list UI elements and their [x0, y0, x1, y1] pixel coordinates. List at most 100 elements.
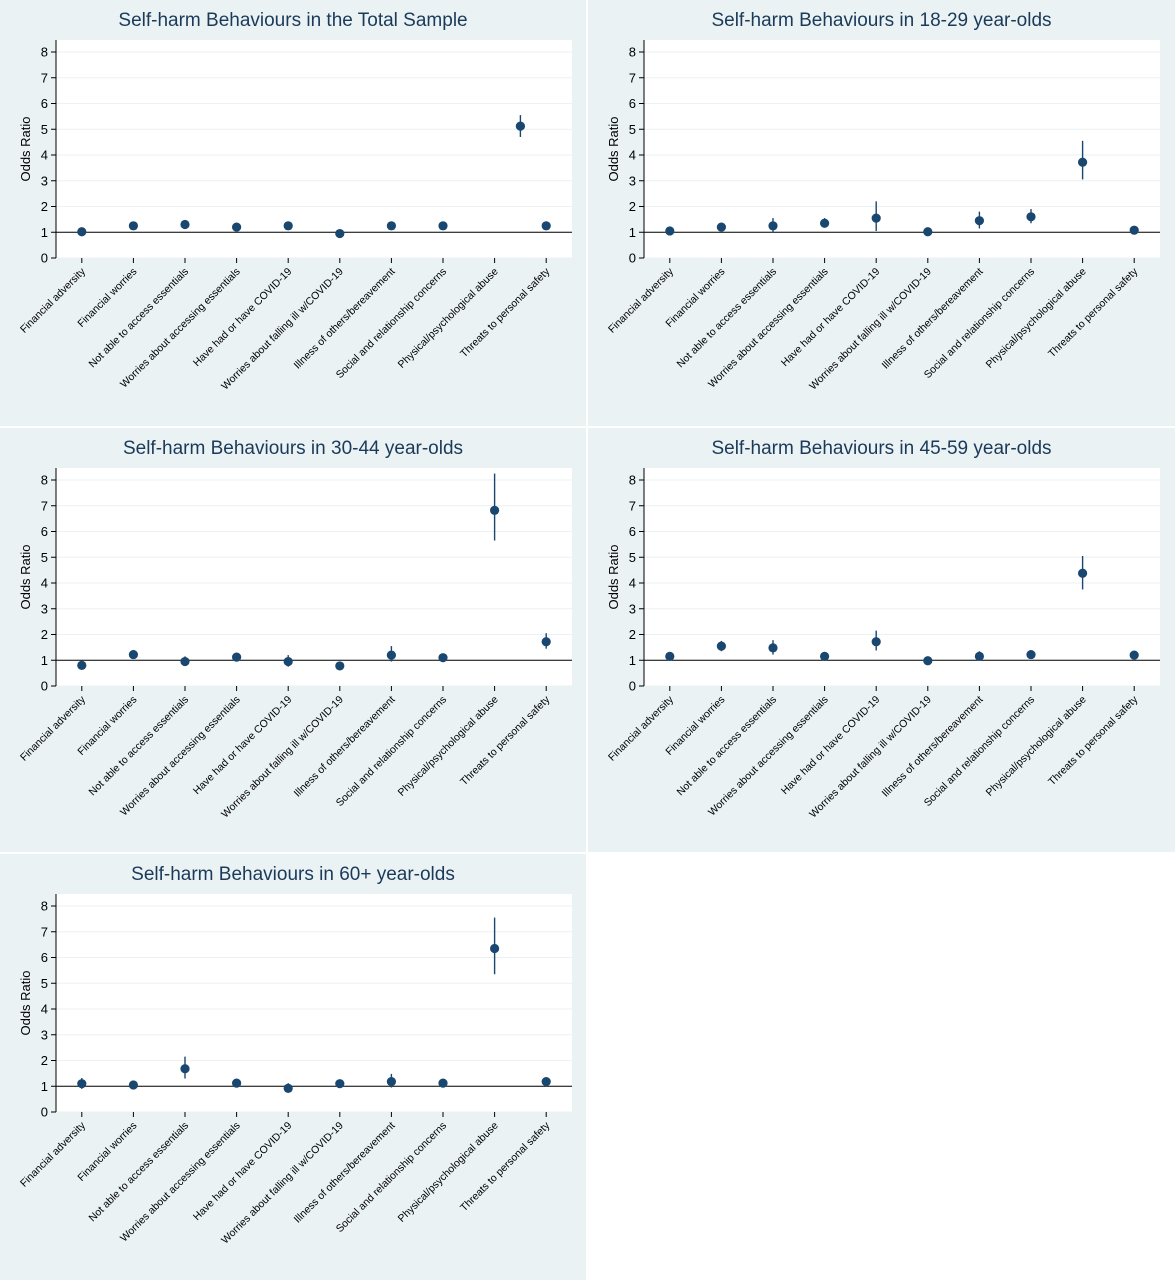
y-tick-label: 1 — [629, 225, 636, 240]
data-point — [386, 650, 396, 660]
y-tick-label: 4 — [629, 576, 636, 591]
y-tick-label: 8 — [629, 45, 636, 60]
x-tick-label: Not able to access essentials — [86, 266, 191, 371]
chart-panel-45-59: Self-harm Behaviours in 45-59 year-olds 0… — [588, 428, 1175, 852]
x-tick-label: Physical/psychological abuse — [396, 1120, 501, 1225]
y-tick-label: 6 — [41, 96, 48, 111]
chart-30-44: Self-harm Behaviours in 30-44 year-olds 0… — [18, 438, 572, 820]
y-axis-label: Odds Ratio — [18, 970, 33, 1035]
y-tick-label: 3 — [41, 601, 48, 616]
data-point — [541, 221, 551, 231]
x-tick-label: Illness of others/bereavement — [292, 1120, 398, 1226]
x-tick-label: Not able to access essentials — [86, 1120, 191, 1225]
data-point — [128, 221, 138, 231]
data-point — [974, 651, 984, 661]
data-point — [768, 221, 778, 231]
data-point — [923, 227, 933, 237]
data-point — [716, 641, 726, 651]
data-point — [541, 637, 551, 647]
chart-title: Self-harm Behaviours in 45-59 year-olds — [711, 438, 1051, 459]
x-tick-label: Threats to personal safety — [458, 693, 553, 788]
x-tick-label: Physical/psychological abuse — [396, 694, 501, 799]
chart-panel-30-44: Self-harm Behaviours in 30-44 year-olds 0… — [0, 428, 586, 852]
data-point — [1078, 157, 1088, 167]
y-tick-label: 7 — [629, 70, 636, 85]
data-point — [438, 1078, 448, 1088]
y-tick-label: 6 — [629, 524, 636, 539]
data-point — [923, 656, 933, 666]
x-tick-label: Illness of others/bereavement — [880, 694, 986, 800]
data-point — [541, 1077, 551, 1087]
y-tick-label: 5 — [629, 550, 636, 565]
plot-area — [56, 468, 572, 686]
y-tick-label: 2 — [41, 199, 48, 214]
plot-area — [644, 468, 1160, 686]
data-point — [232, 1078, 242, 1088]
x-tick-label: Illness of others/bereavement — [292, 694, 398, 800]
y-tick-label: 3 — [41, 1027, 48, 1042]
x-tick-label: Threats to personal safety — [458, 1119, 553, 1214]
y-tick-label: 7 — [41, 924, 48, 939]
y-tick-label: 7 — [629, 498, 636, 513]
data-point — [77, 660, 87, 670]
chart-title: Self-harm Behaviours in 60+ year-olds — [131, 864, 455, 885]
y-tick-label: 1 — [629, 653, 636, 668]
chart-45-59: Self-harm Behaviours in 45-59 year-olds 0… — [606, 438, 1160, 820]
x-tick-label: Social and relationship concerns — [334, 1120, 449, 1235]
data-point — [283, 1083, 293, 1093]
y-tick-label: 3 — [41, 173, 48, 188]
y-tick-label: 8 — [41, 473, 48, 488]
y-tick-label: 7 — [41, 498, 48, 513]
y-tick-label: 8 — [41, 45, 48, 60]
data-point — [180, 1064, 190, 1074]
y-tick-label: 0 — [41, 1105, 48, 1120]
y-tick-label: 2 — [41, 627, 48, 642]
data-point — [180, 219, 190, 230]
data-point — [335, 228, 345, 239]
y-tick-label: 0 — [41, 679, 48, 694]
y-tick-label: 4 — [41, 148, 48, 163]
data-point — [1078, 568, 1088, 578]
data-point — [665, 651, 675, 661]
y-axis-label: Odds Ratio — [606, 116, 621, 181]
y-tick-label: 8 — [41, 899, 48, 914]
x-tick-label: Physical/psychological abuse — [984, 266, 1089, 371]
y-tick-label: 7 — [41, 70, 48, 85]
x-tick-label: Threats to personal safety — [458, 265, 553, 360]
plot-area — [56, 894, 572, 1112]
y-tick-label: 2 — [629, 199, 636, 214]
data-point — [232, 652, 242, 662]
x-tick-label: Threats to personal safety — [1046, 693, 1141, 788]
x-tick-label: Social and relationship concerns — [922, 266, 1037, 381]
y-tick-label: 5 — [41, 550, 48, 565]
x-tick-label: Have had or have COVID-19 — [191, 694, 295, 798]
data-point — [77, 227, 87, 237]
y-tick-label: 1 — [41, 225, 48, 240]
y-tick-label: 6 — [629, 96, 636, 111]
chart-title: Self-harm Behaviours in 18-29 year-olds — [711, 10, 1051, 31]
x-tick-label: Have had or have COVID-19 — [779, 266, 883, 370]
y-tick-label: 5 — [629, 122, 636, 137]
data-point — [974, 216, 984, 226]
y-tick-label: 4 — [629, 148, 636, 163]
data-point — [871, 637, 881, 647]
x-tick-label: Social and relationship concerns — [922, 694, 1037, 809]
data-point — [490, 943, 500, 954]
chart-18-29: Self-harm Behaviours in 18-29 year-olds 0… — [606, 10, 1160, 392]
y-axis-label: Odds Ratio — [18, 544, 33, 609]
y-tick-label: 1 — [41, 1079, 48, 1094]
y-tick-label: 5 — [41, 122, 48, 137]
data-point — [386, 221, 396, 231]
y-tick-label: 2 — [629, 627, 636, 642]
y-tick-label: 3 — [629, 173, 636, 188]
data-point — [1026, 212, 1036, 222]
data-point — [515, 121, 526, 131]
data-point — [820, 651, 830, 661]
data-point — [180, 656, 190, 667]
data-point — [871, 213, 881, 223]
chart-total-sample: Self-harm Behaviours in the Total Sample… — [18, 10, 572, 392]
x-tick-label: Threats to personal safety — [1046, 265, 1141, 360]
chart-panel-18-29: Self-harm Behaviours in 18-29 year-olds 0… — [588, 0, 1175, 426]
data-point — [665, 226, 675, 236]
x-tick-label: Not able to access essentials — [86, 694, 191, 799]
